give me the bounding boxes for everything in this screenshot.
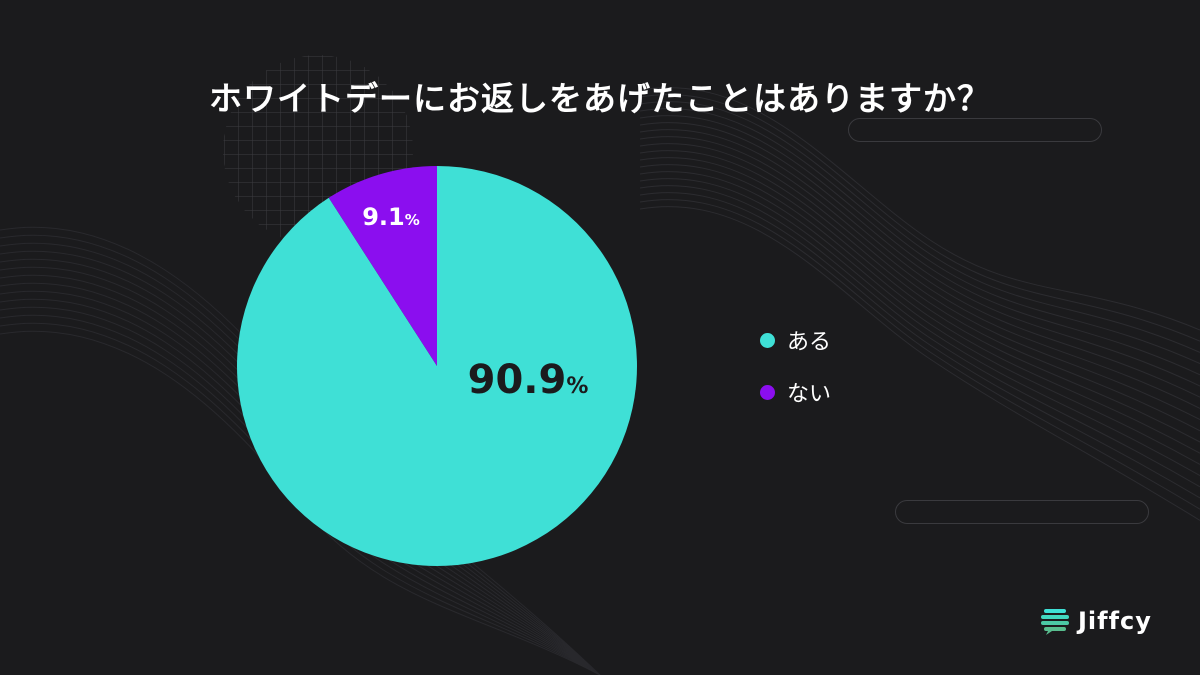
chart-legend: ある ない [760,322,831,426]
wave-line [639,178,1200,477]
wave-line [639,143,1200,421]
pie-label-aru: 90.9% [468,357,589,403]
legend-label-nai: ない [787,382,832,407]
chart-title: ホワイトデーにお返しをあげたことはありますか？ [209,79,991,118]
legend-dot-aru [760,332,775,348]
jiffcy-logo-icon [1041,609,1069,635]
wave-line [639,171,1200,465]
legend-item-nai: ない [760,374,831,410]
legend-dot-nai [760,384,775,400]
wave-line [639,199,1200,510]
decorative-pill-bottom [895,500,1149,524]
wave-line [639,122,1200,387]
wave-line [639,129,1200,398]
legend-label-aru: ある [787,330,832,355]
wave-line [639,94,1200,342]
decorative-pill-top [848,118,1102,142]
wave-line [639,115,1200,376]
pie-label-nai: 9.1% [362,203,420,231]
wave-line [639,108,1200,365]
wave-line [639,150,1200,432]
wave-line [639,101,1200,353]
wave-line [639,164,1200,454]
pie-chart: 90.9% 9.1% [236,166,638,566]
legend-item-aru: ある [760,322,831,358]
wave-line [639,136,1200,409]
wave-line [639,206,1200,521]
wave-line [639,185,1200,488]
wave-line [639,192,1200,499]
wave-line [639,157,1200,443]
wave-line [639,87,1200,331]
pie-slice-nai [328,166,437,366]
brand-logo: Jiffcy [1040,606,1152,636]
brand-name: Jiffcy [1078,607,1152,635]
